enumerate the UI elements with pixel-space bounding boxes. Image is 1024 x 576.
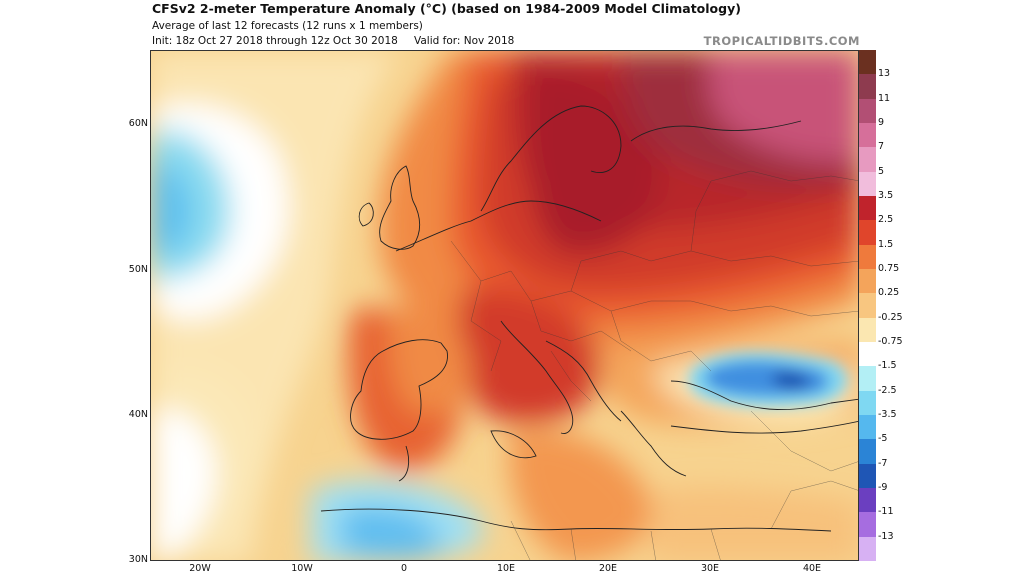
- lat-label-40n: 40N: [128, 409, 148, 420]
- colorbar-swatch: [859, 98, 876, 124]
- colorbar-label: -0.25: [878, 311, 903, 323]
- colorbar-label: -2.5: [878, 384, 897, 396]
- colorbar-swatch: [859, 196, 876, 221]
- colorbar-swatch: [859, 171, 876, 197]
- colorbar-label: -13: [878, 530, 894, 542]
- colorbar-swatch: [859, 463, 876, 489]
- lon-label-20e: 20E: [598, 563, 618, 574]
- colorbar-swatch: [859, 488, 876, 513]
- colorbar-swatch: [859, 415, 876, 440]
- lon-label-30e: 30E: [700, 563, 720, 574]
- colorbar-label: -0.75: [878, 336, 903, 347]
- lon-label-0: 0: [400, 563, 408, 574]
- colorbar-label: 3.5: [878, 190, 894, 201]
- colorbar-label: 9: [878, 117, 885, 128]
- colorbar-swatch: [859, 220, 876, 246]
- header: CFSv2 2-meter Temperature Anomaly (°C) (…: [152, 0, 862, 50]
- lat-label-50n: 50N: [128, 264, 148, 275]
- colorbar-swatch: [859, 317, 876, 343]
- lon-label-10e: 10E: [496, 563, 516, 574]
- valid-time: Valid for: Nov 2018: [414, 35, 515, 47]
- colorbar-label: 0.25: [878, 287, 900, 299]
- map-title: CFSv2 2-meter Temperature Anomaly (°C) (…: [152, 1, 741, 16]
- colorbar-swatch: [859, 74, 876, 100]
- coastlines: [320, 105, 858, 532]
- colorbar-swatch: [859, 147, 876, 173]
- anomaly-map-graphic: [151, 51, 858, 560]
- colorbar-label: 11: [878, 92, 891, 104]
- colorbar-swatch: [859, 390, 876, 416]
- colorbar-label: -1.5: [878, 360, 897, 372]
- lat-label-60n: 60N: [128, 118, 148, 129]
- colorbar-swatch: [859, 293, 876, 319]
- colorbar-swatch: [859, 123, 876, 148]
- init-time: Init: 18z Oct 27 2018 through 12z Oct 30…: [152, 35, 398, 47]
- colorbar-label: 1.5: [878, 238, 894, 250]
- colorbar-swatch: [859, 342, 876, 367]
- lon-label-40e: 40E: [802, 563, 822, 574]
- black-sea-cold-anomaly: [689, 352, 848, 407]
- anomaly-map: [150, 50, 859, 561]
- colorbar-swatch: [859, 269, 876, 294]
- colorbar-label: -11: [878, 506, 894, 518]
- colorbar-label: 5: [878, 165, 885, 177]
- lon-label-20w: 20W: [189, 563, 211, 574]
- lon-label-10w: 10W: [291, 563, 313, 574]
- colorbar-label: -3.5: [878, 409, 897, 420]
- colorbar: [859, 50, 876, 562]
- colorbar-swatch: [859, 50, 876, 75]
- lat-label-30n: 30N: [128, 554, 148, 565]
- colorbar-swatch: [859, 439, 876, 465]
- colorbar-label: -7: [878, 457, 888, 469]
- colorbar-swatch: [859, 244, 876, 270]
- colorbar-swatch: [859, 536, 876, 562]
- colorbar-label: 7: [878, 141, 885, 153]
- colorbar-swatch: [859, 512, 876, 538]
- colorbar-swatch: [859, 366, 876, 392]
- colorbar-label: -5: [878, 433, 888, 445]
- colorbar-label: 0.75: [878, 263, 900, 274]
- colorbar-label: -9: [878, 482, 888, 493]
- admin-borders: [450, 170, 858, 560]
- colorbar-label: 2.5: [878, 214, 894, 226]
- map-subtitle: Average of last 12 forecasts (12 runs x …: [152, 20, 423, 32]
- brand-watermark: TROPICALTIDBITS.COM: [703, 34, 860, 48]
- colorbar-label: 13: [878, 68, 891, 80]
